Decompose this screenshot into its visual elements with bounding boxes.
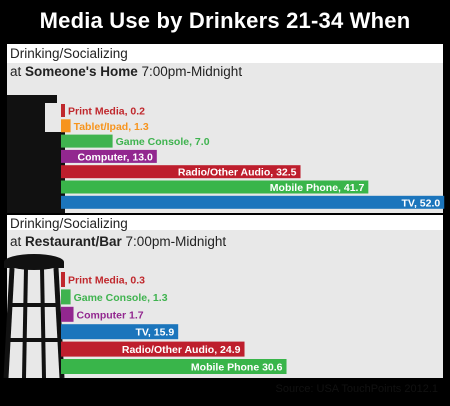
bar-label-home-tablet-ipad: Tablet/Ipad, 1.3 (74, 121, 149, 133)
bar-label-bar-computer: Computer 1.7 (77, 309, 144, 321)
panel-bar-title-line1: Drinking/Socializing (10, 216, 128, 231)
bar-bar-radio-other-audio (61, 341, 245, 357)
bar-bar-print-media (61, 272, 65, 287)
bar-home-print-media (61, 104, 65, 117)
bar-bar-tv (61, 324, 179, 340)
panel-home-header-band (7, 44, 443, 63)
bar-bar-mobile-phone (61, 359, 287, 374)
bar-bar-computer (61, 306, 74, 322)
bar-bar-game-console (61, 289, 71, 305)
bar-label-home-computer: Computer, 13.0 (78, 151, 153, 163)
bar-home-tablet-ipad (61, 119, 71, 133)
panel-bar-header-band (7, 214, 443, 230)
bar-home-mobile-phone (61, 180, 369, 194)
panel-home-bars: Print Media, 0.2 Tablet/Ipad, 1.3 Game Con… (61, 104, 445, 209)
panel-bar-bars: Print Media, 0.3 Game Console, 1.3 Compute… (61, 272, 287, 374)
bar-label-bar-game-console: Game Console, 1.3 (74, 292, 168, 304)
panel-bar-title-line2: at Restaurant/Bar 7:00pm-Midnight (10, 234, 226, 249)
bar-home-game-console (61, 134, 113, 148)
bar-home-tv (61, 195, 445, 209)
armchair-icon (7, 95, 65, 215)
panel-home-title-line2: at Someone's Home 7:00pm-Midnight (10, 64, 242, 79)
panel-home-title-line1: Drinking/Socializing (10, 46, 128, 61)
bar-label-home-radio-other-audio: Radio/Other Audio, 32.5 (178, 167, 297, 179)
panel-home: Drinking/Socializing at Someone's Home 7… (7, 44, 445, 215)
bar-label-bar-mobile-phone: Mobile Phone 30.6 (191, 362, 283, 374)
bar-home-computer (61, 149, 157, 163)
bar-label-home-print-media: Print Media, 0.2 (68, 106, 145, 118)
bar-label-home-tv: TV, 52.0 (402, 197, 441, 209)
source-note: Source: USA TouchPoints 2012.1 (275, 383, 438, 395)
bar-label-bar-tv: TV, 15.9 (135, 327, 174, 339)
bar-label-home-game-console: Game Console, 7.0 (116, 136, 210, 148)
bar-home-radio-other-audio (61, 165, 301, 179)
bar-label-bar-print-media: Print Media, 0.3 (68, 275, 145, 287)
bar-label-bar-radio-other-audio: Radio/Other Audio, 24.9 (122, 344, 241, 356)
panel-bar: Drinking/Socializing at Restaurant/Bar 7… (3, 213, 443, 379)
bar-label-home-mobile-phone: Mobile Phone, 41.7 (270, 182, 365, 194)
